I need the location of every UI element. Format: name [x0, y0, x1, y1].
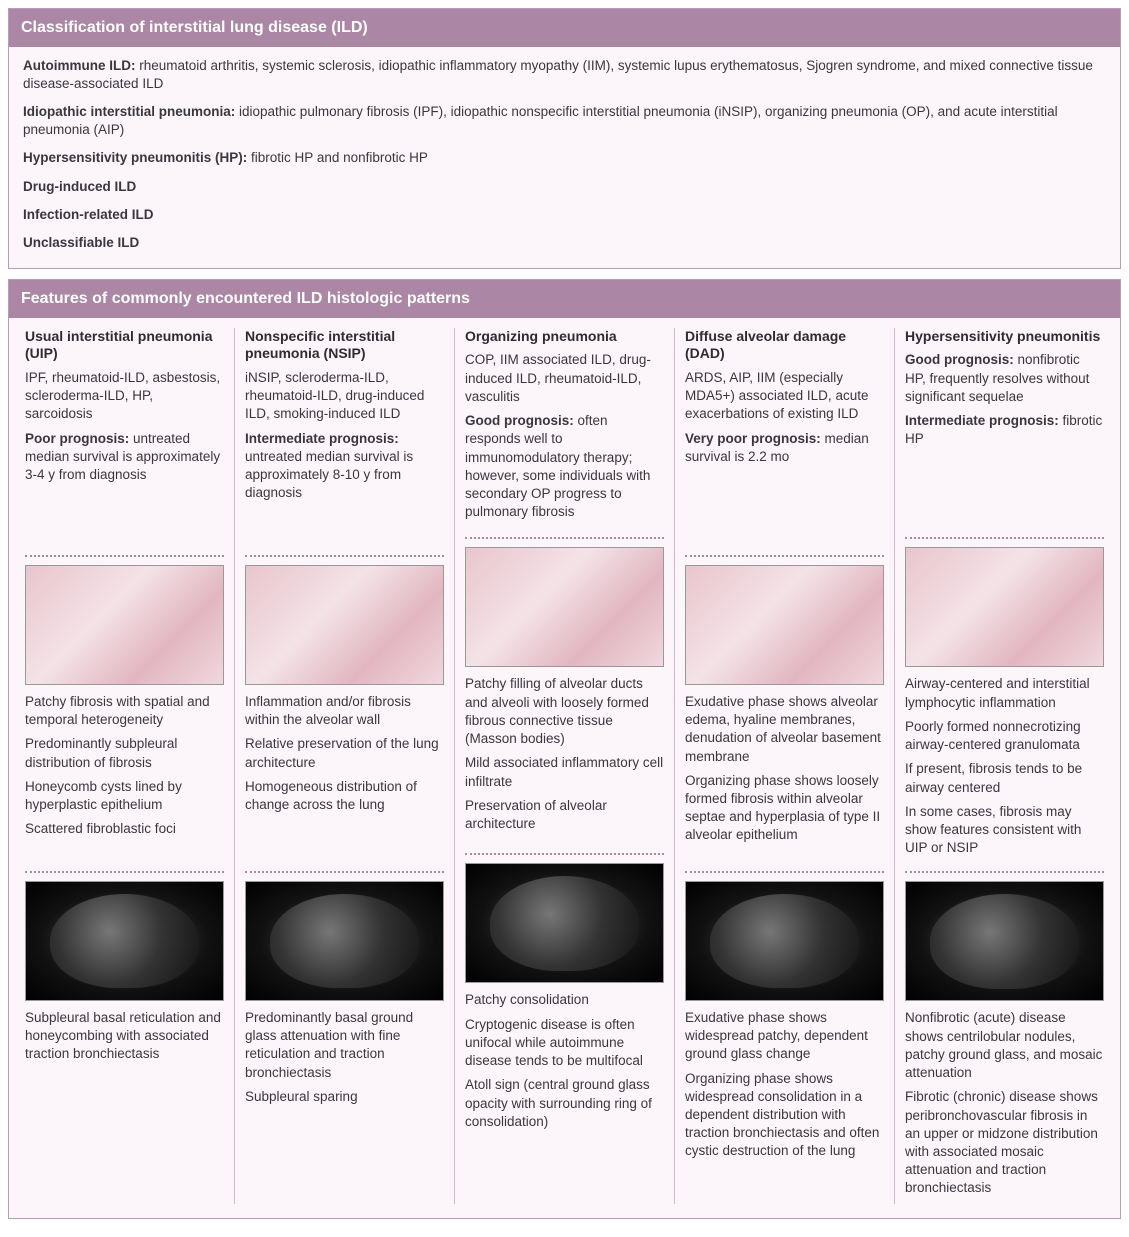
ct-findings: Patchy consolidation Cryptogenic disease… [465, 991, 664, 1137]
pattern-column-hp: Hypersensitivity pneumonitis Good progno… [895, 328, 1114, 1204]
class-term: Idiopathic interstitial pneumonia: [23, 104, 235, 119]
pattern-title: Nonspecific interstitial pneumonia (NSIP… [245, 328, 444, 363]
class-term: Autoimmune ILD: [23, 58, 136, 73]
histology-findings: Patchy filling of alveolar ducts and alv… [465, 675, 664, 845]
histology-findings: Inflammation and/or fibrosis within the … [245, 693, 444, 863]
pattern-column-op: Organizing pneumonia COP, IIM associated… [455, 328, 675, 1204]
pattern-title: Diffuse alveolar damage (DAD) [685, 328, 884, 363]
dotted-divider [245, 871, 444, 873]
dotted-divider [685, 871, 884, 873]
ct-image [25, 881, 224, 1001]
dotted-divider [25, 555, 224, 557]
dotted-divider [905, 537, 1104, 539]
dotted-divider [465, 853, 664, 855]
class-term: Unclassifiable ILD [23, 235, 139, 250]
classification-title: Classification of interstitial lung dise… [9, 9, 1120, 47]
pattern-column-uip: Usual interstitial pneumonia (UIP) IPF, … [15, 328, 235, 1204]
classification-body: Autoimmune ILD: rheumatoid arthritis, sy… [9, 47, 1120, 269]
histology-image [245, 565, 444, 685]
histology-findings: Airway-centered and interstitial lymphoc… [905, 675, 1104, 863]
class-item: Hypersensitivity pneumonitis (HP): fibro… [23, 149, 1106, 167]
class-item: Drug-induced ILD [23, 178, 1106, 196]
class-item: Unclassifiable ILD [23, 234, 1106, 252]
histology-image [465, 547, 664, 667]
histology-findings: Patchy fibrosis with spatial and tempora… [25, 693, 224, 863]
dotted-divider [685, 555, 884, 557]
dotted-divider [905, 871, 1104, 873]
class-term: Infection-related ILD [23, 207, 154, 222]
class-term: Drug-induced ILD [23, 179, 136, 194]
class-desc: fibrotic HP and nonfibrotic HP [247, 150, 428, 165]
class-item: Infection-related ILD [23, 206, 1106, 224]
class-item: Autoimmune ILD: rheumatoid arthritis, sy… [23, 57, 1106, 93]
features-panel: Features of commonly encountered ILD his… [8, 279, 1121, 1218]
histology-findings: Exudative phase shows alveolar edema, hy… [685, 693, 884, 863]
class-term: Hypersensitivity pneumonitis (HP): [23, 150, 247, 165]
histology-image [905, 547, 1104, 667]
pattern-intro: IPF, rheumatoid-ILD, asbestosis, sclerod… [25, 369, 224, 547]
pattern-intro: ARDS, AIP, IIM (especially MDA5+) associ… [685, 369, 884, 547]
pattern-intro: COP, IIM associated ILD, drug-induced IL… [465, 351, 664, 529]
ct-image [685, 881, 884, 1001]
pattern-column-nsip: Nonspecific interstitial pneumonia (NSIP… [235, 328, 455, 1204]
pattern-intro: iNSIP, scleroderma-ILD, rheumatoid-ILD, … [245, 369, 444, 547]
ct-findings: Subpleural basal reticulation and honeyc… [25, 1009, 224, 1070]
dotted-divider [465, 537, 664, 539]
pattern-title: Usual interstitial pneumonia (UIP) [25, 328, 224, 363]
features-title: Features of commonly encountered ILD his… [9, 280, 1120, 318]
ct-findings: Nonfibrotic (acute) disease shows centri… [905, 1009, 1104, 1203]
pattern-title: Hypersensitivity pneumonitis [905, 328, 1104, 346]
histology-image [25, 565, 224, 685]
ct-image [245, 881, 444, 1001]
features-columns: Usual interstitial pneumonia (UIP) IPF, … [9, 318, 1120, 1218]
ct-findings: Predominantly basal ground glass attenua… [245, 1009, 444, 1112]
pattern-column-dad: Diffuse alveolar damage (DAD) ARDS, AIP,… [675, 328, 895, 1204]
ct-image [905, 881, 1104, 1001]
dotted-divider [245, 555, 444, 557]
class-desc: rheumatoid arthritis, systemic sclerosis… [23, 58, 1093, 91]
pattern-title: Organizing pneumonia [465, 328, 664, 346]
class-item: Idiopathic interstitial pneumonia: idiop… [23, 103, 1106, 139]
pattern-intro: Good prognosis: nonfibrotic HP, frequent… [905, 351, 1104, 529]
ct-image [465, 863, 664, 983]
ct-findings: Exudative phase shows widespread patchy,… [685, 1009, 884, 1167]
histology-image [685, 565, 884, 685]
dotted-divider [25, 871, 224, 873]
classification-panel: Classification of interstitial lung dise… [8, 8, 1121, 269]
